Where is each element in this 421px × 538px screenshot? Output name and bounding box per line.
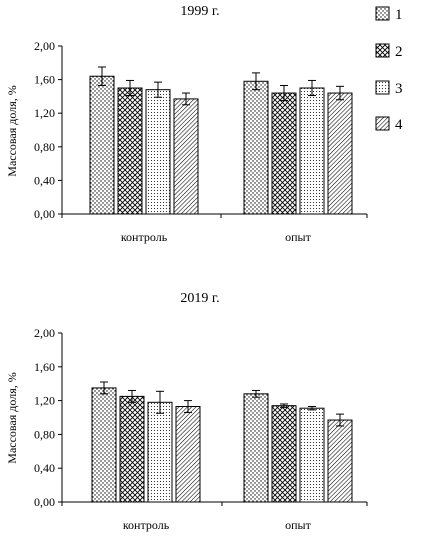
y-tick-label: 0,80 (34, 140, 55, 154)
y-tick-label: 0,40 (34, 173, 55, 187)
y-tick-label: 0,40 (34, 461, 55, 475)
bar (119, 395, 145, 503)
bar (89, 75, 115, 215)
bar (173, 98, 199, 215)
legend-label-1: 1 (395, 7, 403, 23)
bar (299, 87, 325, 215)
legend-swatch-4 (375, 116, 390, 131)
bar (145, 89, 171, 215)
chart-1-title: 1999 г. (180, 4, 219, 19)
bar (243, 80, 269, 215)
y-tick-label: 1,60 (34, 73, 55, 87)
y-tick-label: 1,20 (34, 394, 55, 408)
bar (327, 92, 353, 215)
bar (117, 87, 143, 215)
legend-swatch-1 (375, 6, 390, 21)
bar (91, 387, 117, 503)
bar (147, 401, 173, 503)
y-tick-label: 2,00 (34, 326, 55, 340)
legend-label-4: 4 (395, 117, 403, 133)
y-tick-label: 1,60 (34, 360, 55, 374)
chart-2-title: 2019 г. (180, 291, 219, 306)
legend-swatch-2 (375, 43, 390, 58)
legend-label-3: 3 (395, 81, 403, 97)
y-tick-label: 0,80 (34, 427, 55, 441)
y-tick-label: 0,00 (34, 495, 55, 509)
y-tick-label: 1,20 (34, 106, 55, 120)
legend-label-2: 2 (395, 44, 403, 60)
y-tick-label: 2,00 (34, 39, 55, 53)
chart-1-ylabel: Массовая доля, % (5, 85, 19, 176)
bar (271, 92, 297, 215)
bar (175, 406, 201, 503)
chart-1-plot: 0,00 0,40 0,80 1,20 1,60 2,00 контроль опыт (34, 39, 368, 244)
bar (327, 419, 353, 503)
bar (299, 407, 325, 503)
legend-swatch-3 (375, 80, 390, 95)
chart-2-plot: 0,00 0,40 0,80 1,20 1,60 2,00 контроль опыт (34, 326, 368, 532)
legend: 1 2 3 4 (375, 6, 403, 133)
x-tick-label: контроль (123, 518, 170, 532)
bar (243, 393, 269, 503)
bar (271, 405, 297, 503)
x-tick-label: контроль (121, 230, 168, 244)
x-tick-label: опыт (285, 230, 311, 244)
x-tick-label: опыт (285, 518, 311, 532)
y-tick-label: 0,00 (34, 207, 55, 221)
chart-2-ylabel: Массовая доля, % (5, 372, 19, 463)
